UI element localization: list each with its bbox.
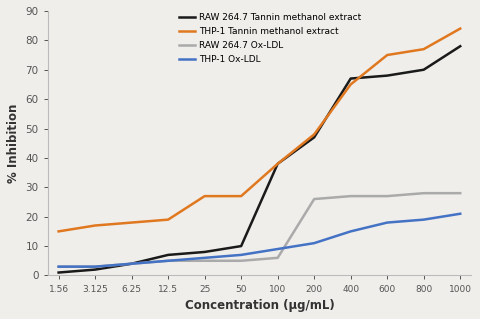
RAW 264.7 Ox-LDL — [348, 194, 354, 198]
THP-1 Ox-LDL — [348, 229, 354, 233]
RAW 264.7 Tannin methanol extract — [165, 253, 171, 257]
THP-1 Ox-LDL — [384, 221, 390, 225]
Line: RAW 264.7 Tannin methanol extract: RAW 264.7 Tannin methanol extract — [59, 46, 460, 272]
Y-axis label: % Inhibition: % Inhibition — [7, 104, 20, 183]
RAW 264.7 Tannin methanol extract — [421, 68, 427, 72]
THP-1 Tannin methanol extract — [348, 83, 354, 86]
THP-1 Tannin methanol extract — [275, 162, 280, 166]
RAW 264.7 Tannin methanol extract — [56, 271, 61, 274]
THP-1 Ox-LDL — [165, 259, 171, 263]
RAW 264.7 Ox-LDL — [56, 265, 61, 269]
RAW 264.7 Tannin methanol extract — [457, 44, 463, 48]
THP-1 Tannin methanol extract — [457, 27, 463, 31]
THP-1 Ox-LDL — [56, 265, 61, 269]
THP-1 Ox-LDL — [92, 265, 98, 269]
THP-1 Tannin methanol extract — [165, 218, 171, 221]
RAW 264.7 Ox-LDL — [202, 259, 207, 263]
RAW 264.7 Ox-LDL — [165, 259, 171, 263]
X-axis label: Concentration (μg/mL): Concentration (μg/mL) — [184, 299, 334, 312]
Line: THP-1 Tannin methanol extract: THP-1 Tannin methanol extract — [59, 29, 460, 231]
THP-1 Ox-LDL — [421, 218, 427, 221]
RAW 264.7 Tannin methanol extract — [348, 77, 354, 80]
THP-1 Tannin methanol extract — [238, 194, 244, 198]
THP-1 Ox-LDL — [202, 256, 207, 260]
RAW 264.7 Ox-LDL — [384, 194, 390, 198]
RAW 264.7 Tannin methanol extract — [312, 136, 317, 139]
THP-1 Tannin methanol extract — [202, 194, 207, 198]
RAW 264.7 Tannin methanol extract — [275, 162, 280, 166]
RAW 264.7 Tannin methanol extract — [238, 244, 244, 248]
RAW 264.7 Ox-LDL — [92, 265, 98, 269]
RAW 264.7 Tannin methanol extract — [92, 268, 98, 271]
THP-1 Ox-LDL — [129, 262, 134, 266]
THP-1 Ox-LDL — [238, 253, 244, 257]
RAW 264.7 Ox-LDL — [312, 197, 317, 201]
THP-1 Tannin methanol extract — [129, 221, 134, 225]
RAW 264.7 Tannin methanol extract — [384, 74, 390, 78]
Line: RAW 264.7 Ox-LDL: RAW 264.7 Ox-LDL — [59, 193, 460, 267]
Legend: RAW 264.7 Tannin methanol extract, THP-1 Tannin methanol extract, RAW 264.7 Ox-L: RAW 264.7 Tannin methanol extract, THP-1… — [179, 13, 361, 64]
RAW 264.7 Tannin methanol extract — [202, 250, 207, 254]
RAW 264.7 Ox-LDL — [275, 256, 280, 260]
RAW 264.7 Tannin methanol extract — [129, 262, 134, 266]
THP-1 Ox-LDL — [312, 241, 317, 245]
THP-1 Tannin methanol extract — [56, 229, 61, 233]
RAW 264.7 Ox-LDL — [457, 191, 463, 195]
THP-1 Tannin methanol extract — [312, 132, 317, 136]
THP-1 Ox-LDL — [275, 247, 280, 251]
RAW 264.7 Ox-LDL — [129, 262, 134, 266]
THP-1 Tannin methanol extract — [92, 224, 98, 227]
THP-1 Ox-LDL — [457, 212, 463, 216]
Line: THP-1 Ox-LDL: THP-1 Ox-LDL — [59, 214, 460, 267]
RAW 264.7 Ox-LDL — [421, 191, 427, 195]
THP-1 Tannin methanol extract — [421, 47, 427, 51]
THP-1 Tannin methanol extract — [384, 53, 390, 57]
RAW 264.7 Ox-LDL — [238, 259, 244, 263]
